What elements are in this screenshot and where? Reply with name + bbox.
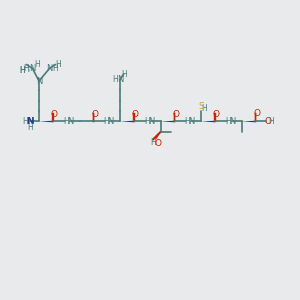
Text: N: N <box>46 64 53 73</box>
Polygon shape <box>242 121 255 122</box>
Text: N: N <box>29 64 36 73</box>
Text: H: H <box>103 117 109 126</box>
Polygon shape <box>160 121 174 122</box>
Text: N: N <box>188 117 195 126</box>
Text: H: H <box>201 104 207 113</box>
Text: N: N <box>26 117 34 126</box>
Text: N: N <box>67 117 73 126</box>
Text: H: H <box>122 70 128 79</box>
Text: H: H <box>20 66 26 75</box>
Polygon shape <box>39 121 52 122</box>
Text: N: N <box>148 117 154 126</box>
Polygon shape <box>155 132 160 139</box>
Text: O: O <box>253 110 260 118</box>
Text: H: H <box>34 60 40 69</box>
Polygon shape <box>120 121 134 122</box>
Text: N: N <box>36 76 42 85</box>
Text: H: H <box>150 138 156 147</box>
Text: S: S <box>198 102 204 111</box>
Text: H: H <box>22 117 28 126</box>
Text: H: H <box>56 60 62 69</box>
Text: H: H <box>63 117 69 126</box>
Text: H: H <box>225 117 231 126</box>
Text: ₂: ₂ <box>27 68 30 73</box>
Text: H: H <box>20 66 26 75</box>
Text: H: H <box>184 117 190 126</box>
Polygon shape <box>201 121 214 122</box>
Text: H: H <box>23 64 29 73</box>
Text: N: N <box>117 75 123 84</box>
Text: O: O <box>131 110 139 119</box>
Text: O: O <box>50 110 58 119</box>
Text: O: O <box>212 110 220 119</box>
Text: H: H <box>144 117 150 126</box>
Text: H: H <box>268 117 274 126</box>
Text: O: O <box>154 139 162 148</box>
Text: O: O <box>172 110 179 119</box>
Text: N: N <box>107 117 114 126</box>
Text: H: H <box>27 123 33 132</box>
Text: O: O <box>264 117 271 126</box>
Text: N: N <box>229 117 235 126</box>
Text: H: H <box>112 75 118 84</box>
Text: H: H <box>52 64 59 73</box>
Text: O: O <box>91 110 98 119</box>
